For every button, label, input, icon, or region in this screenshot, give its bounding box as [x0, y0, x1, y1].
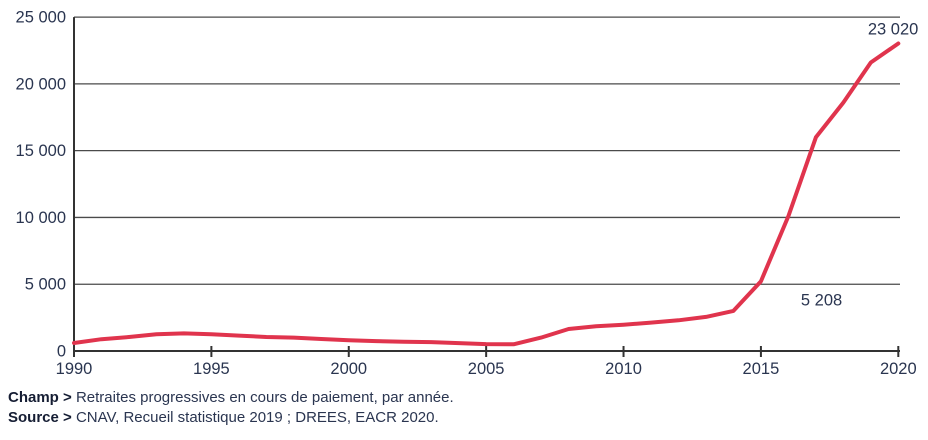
- y-axis-tick-label: 0: [57, 343, 66, 361]
- source-text: CNAV, Recueil statistique 2019 ; DREES, …: [75, 409, 439, 426]
- x-axis-tick-label: 1990: [56, 360, 93, 378]
- champ-label: Champ >: [8, 389, 72, 406]
- chart-footnotes: Champ > Retraites progressives en cours …: [8, 388, 920, 428]
- x-axis-tick-label: 2000: [330, 360, 367, 378]
- y-axis-tick-label: 20 000: [16, 75, 66, 93]
- y-axis-tick-label: 10 000: [16, 209, 66, 227]
- x-axis-tick-label: 2005: [468, 360, 505, 378]
- y-axis-tick-label: 15 000: [16, 142, 66, 160]
- champ-text: Retraites progressives en cours de paiem…: [75, 389, 454, 406]
- line-chart-figure: 0 5 000 10 000 15 000 20 000 25 000 1990 1995 20…: [16, 9, 919, 378]
- x-axis-tick-label: 2010: [605, 360, 642, 378]
- data-point-label: 5 208: [801, 291, 842, 309]
- x-axis-tick-label: 2015: [743, 360, 780, 378]
- x-axis-tick-label: 2020: [880, 360, 917, 378]
- x-axis-tick-label: 1995: [193, 360, 230, 378]
- y-axis-tick-label: 25 000: [16, 9, 66, 27]
- source-note: Source > CNAV, Recueil statistique 2019 …: [8, 408, 920, 428]
- source-label: Source >: [8, 409, 72, 426]
- line-chart: 0 5 000 10 000 15 000 20 000 25 000 1990 1995 20…: [16, 9, 919, 378]
- y-axis-tick-label: 5 000: [25, 276, 66, 294]
- data-point-label: 23 020: [868, 21, 918, 39]
- data-line: [72, 41, 901, 347]
- champ-note: Champ > Retraites progressives en cours …: [8, 388, 920, 408]
